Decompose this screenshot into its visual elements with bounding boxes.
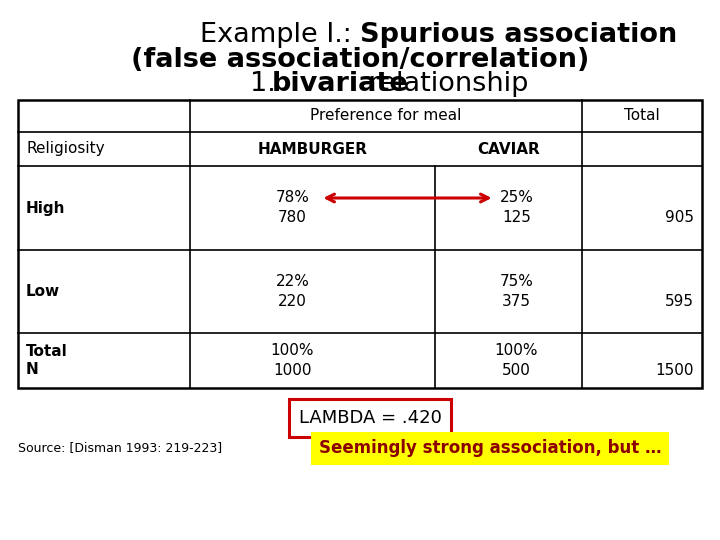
Text: 1000: 1000 [274, 363, 312, 378]
Text: (false association/correlation): (false association/correlation) [131, 47, 589, 73]
Text: 500: 500 [502, 363, 531, 378]
Text: 22%: 22% [276, 274, 310, 289]
Text: Spurious association: Spurious association [360, 22, 678, 48]
Text: Source: [Disman 1993: 219-223]: Source: [Disman 1993: 219-223] [18, 442, 222, 455]
Text: 375: 375 [502, 294, 531, 309]
Text: Religiosity: Religiosity [26, 141, 104, 157]
Text: 125: 125 [502, 211, 531, 226]
Text: LAMBDA = .420: LAMBDA = .420 [299, 409, 441, 427]
Text: High: High [26, 200, 66, 215]
Text: 220: 220 [278, 294, 307, 309]
Text: 905: 905 [665, 211, 694, 226]
Text: Total
N: Total N [26, 345, 68, 377]
Bar [18, 100, 702, 388]
Text: 100%: 100% [271, 343, 314, 358]
Text: Total: Total [624, 109, 660, 124]
Text: Preference for meal: Preference for meal [310, 109, 462, 124]
Text: 1500: 1500 [655, 363, 694, 378]
Text: 595: 595 [665, 294, 694, 309]
Text: CAVIAR: CAVIAR [477, 141, 540, 157]
Text: 78%: 78% [276, 191, 310, 206]
Text: Seemingly strong association, but …: Seemingly strong association, but … [319, 439, 661, 457]
Text: 100%: 100% [495, 343, 539, 358]
Text: 1.: 1. [250, 71, 284, 97]
Text: 25%: 25% [500, 191, 534, 206]
Text: HAMBURGER: HAMBURGER [258, 141, 367, 157]
Text: 780: 780 [278, 211, 307, 226]
Text: 75%: 75% [500, 274, 534, 289]
Text: relationship: relationship [360, 71, 528, 97]
Text: Low: Low [26, 284, 60, 299]
Text: bivariate: bivariate [272, 71, 409, 97]
Text: Example I.:: Example I.: [199, 22, 360, 48]
